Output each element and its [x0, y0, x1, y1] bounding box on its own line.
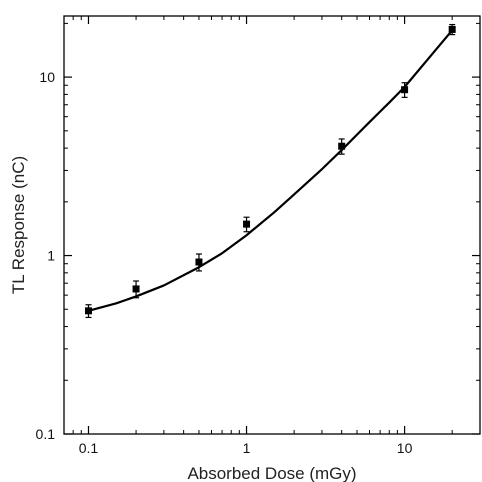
y-axis-title: TL Response (nC)	[9, 156, 28, 294]
x-axis-title: Absorbed Dose (mGy)	[187, 464, 356, 482]
points-layer	[84, 23, 456, 319]
minor-ticks	[64, 16, 480, 434]
data-point-square	[243, 220, 251, 228]
data-point-square	[84, 307, 92, 315]
data-point-square	[338, 142, 346, 150]
fit-curve-line	[88, 29, 454, 312]
x-tick-label: 10	[397, 440, 413, 456]
data-point-square	[401, 86, 409, 94]
plot-frame	[63, 15, 481, 435]
y-tick-label: 1	[47, 248, 55, 264]
y-tick-label: 10	[39, 69, 55, 85]
y-tick-label: 0.1	[36, 426, 56, 442]
tick-labels: 0.1 1 10 0.1 1 10	[36, 69, 413, 456]
data-point-square	[195, 258, 203, 266]
x-tick-label: 1	[243, 440, 251, 456]
x-tick-label: 0.1	[79, 440, 99, 456]
major-ticks	[64, 16, 480, 435]
data-point-square	[132, 285, 140, 293]
data-point-square	[448, 25, 456, 33]
fit-layer	[88, 29, 454, 312]
